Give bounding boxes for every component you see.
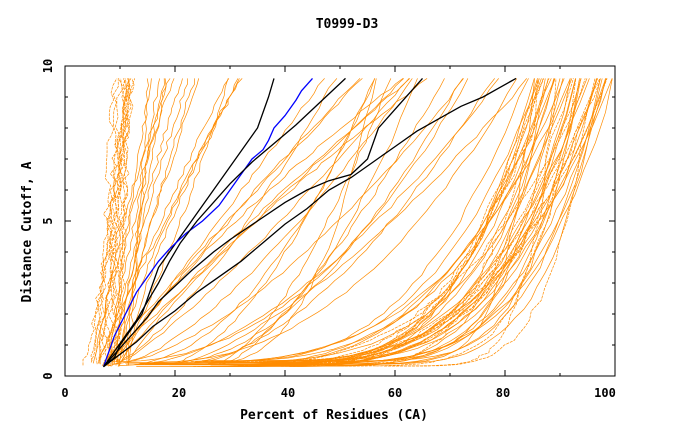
model-curve-27 (117, 78, 240, 367)
model-curve-64 (126, 78, 538, 363)
model-curve-55 (141, 78, 571, 365)
model-curve-85 (251, 78, 601, 366)
model-curve-51 (134, 78, 499, 365)
model-curve-92 (375, 78, 596, 367)
x-tick-label-100: 100 (594, 386, 616, 400)
x-axis-label: Percent of Residues (CA) (240, 408, 428, 423)
y-tick-label-10: 10 (41, 59, 55, 73)
model-curve-31 (130, 78, 413, 362)
series-line-0 (103, 78, 275, 368)
model-curve-19 (111, 78, 200, 366)
series-line-1 (102, 77, 313, 367)
model-curve-70 (125, 78, 573, 364)
model-curve-47 (225, 78, 445, 363)
axes (64, 65, 616, 377)
model-curve-48 (212, 78, 392, 366)
model-curve-12 (103, 78, 132, 364)
model-curve-66 (205, 78, 552, 365)
y-tick-label-0: 0 (41, 372, 55, 379)
model-curve-39 (101, 78, 361, 367)
chart-title: T0999-D3 (316, 17, 379, 32)
model-curve-52 (114, 78, 464, 365)
model-curve-33 (106, 78, 325, 366)
model-curve-89 (366, 78, 545, 364)
x-tick-label-80: 80 (496, 386, 510, 400)
plot-marks (82, 77, 613, 368)
model-curve-4 (97, 78, 118, 364)
model-curve-94 (307, 78, 601, 363)
model-curve-22 (127, 78, 243, 365)
model-curve-59 (292, 78, 535, 364)
model-curve-50 (114, 78, 469, 363)
y-tick-label-5: 5 (41, 217, 55, 224)
model-curve-32 (103, 78, 405, 362)
model-curve-37 (128, 78, 428, 362)
model-curve-0 (82, 78, 136, 366)
series-line-3 (103, 77, 423, 368)
x-tick-label-0: 0 (61, 386, 68, 400)
model-curve-2 (103, 78, 119, 364)
model-curve-90 (190, 78, 574, 362)
model-curve-98 (246, 78, 550, 365)
model-curve-17 (107, 78, 152, 365)
model-curve-53 (191, 78, 495, 363)
model-curve-63 (208, 78, 590, 365)
model-curve-41 (174, 78, 527, 365)
model-curve-46 (182, 78, 464, 362)
model-curve-56 (210, 78, 546, 366)
model-curve-97 (297, 78, 539, 364)
x-tick-label-20: 20 (172, 386, 186, 400)
model-curve-42 (154, 78, 518, 363)
model-curve-43 (194, 78, 418, 364)
model-curve-24 (98, 78, 230, 364)
x-tick-label-60: 60 (388, 386, 402, 400)
model-curve-30 (108, 78, 338, 366)
model-curve-62 (266, 78, 549, 361)
model-curve-28 (126, 78, 161, 362)
model-curve-91 (280, 78, 577, 367)
model-curve-96 (259, 78, 540, 365)
model-curve-13 (115, 78, 131, 366)
model-curve-74 (258, 78, 597, 366)
model-curve-36 (118, 78, 410, 366)
model-curve-20 (118, 78, 183, 367)
model-curve-35 (117, 78, 411, 364)
model-curve-75 (314, 78, 603, 365)
model-curve-14 (117, 78, 229, 362)
series-line-2 (102, 77, 346, 368)
model-curve-95 (264, 78, 599, 363)
model-curve-99 (226, 78, 582, 366)
model-curve-68 (170, 78, 556, 368)
model-curve-15 (99, 78, 239, 361)
model-curve-29 (108, 78, 165, 367)
x-tick-label-40: 40 (281, 386, 295, 400)
model-curve-18 (127, 78, 149, 366)
model-curve-11 (90, 78, 127, 361)
model-curve-100 (177, 78, 608, 363)
series-line-4 (103, 77, 517, 368)
model-curve-101 (193, 78, 586, 367)
model-curve-45 (222, 78, 529, 362)
model-curve-8 (111, 78, 127, 364)
model-curve-79 (267, 78, 598, 362)
model-curve-58 (195, 78, 565, 362)
y-axis-label: Distance Cutoff, A (20, 161, 35, 302)
model-curve-26 (107, 78, 167, 365)
